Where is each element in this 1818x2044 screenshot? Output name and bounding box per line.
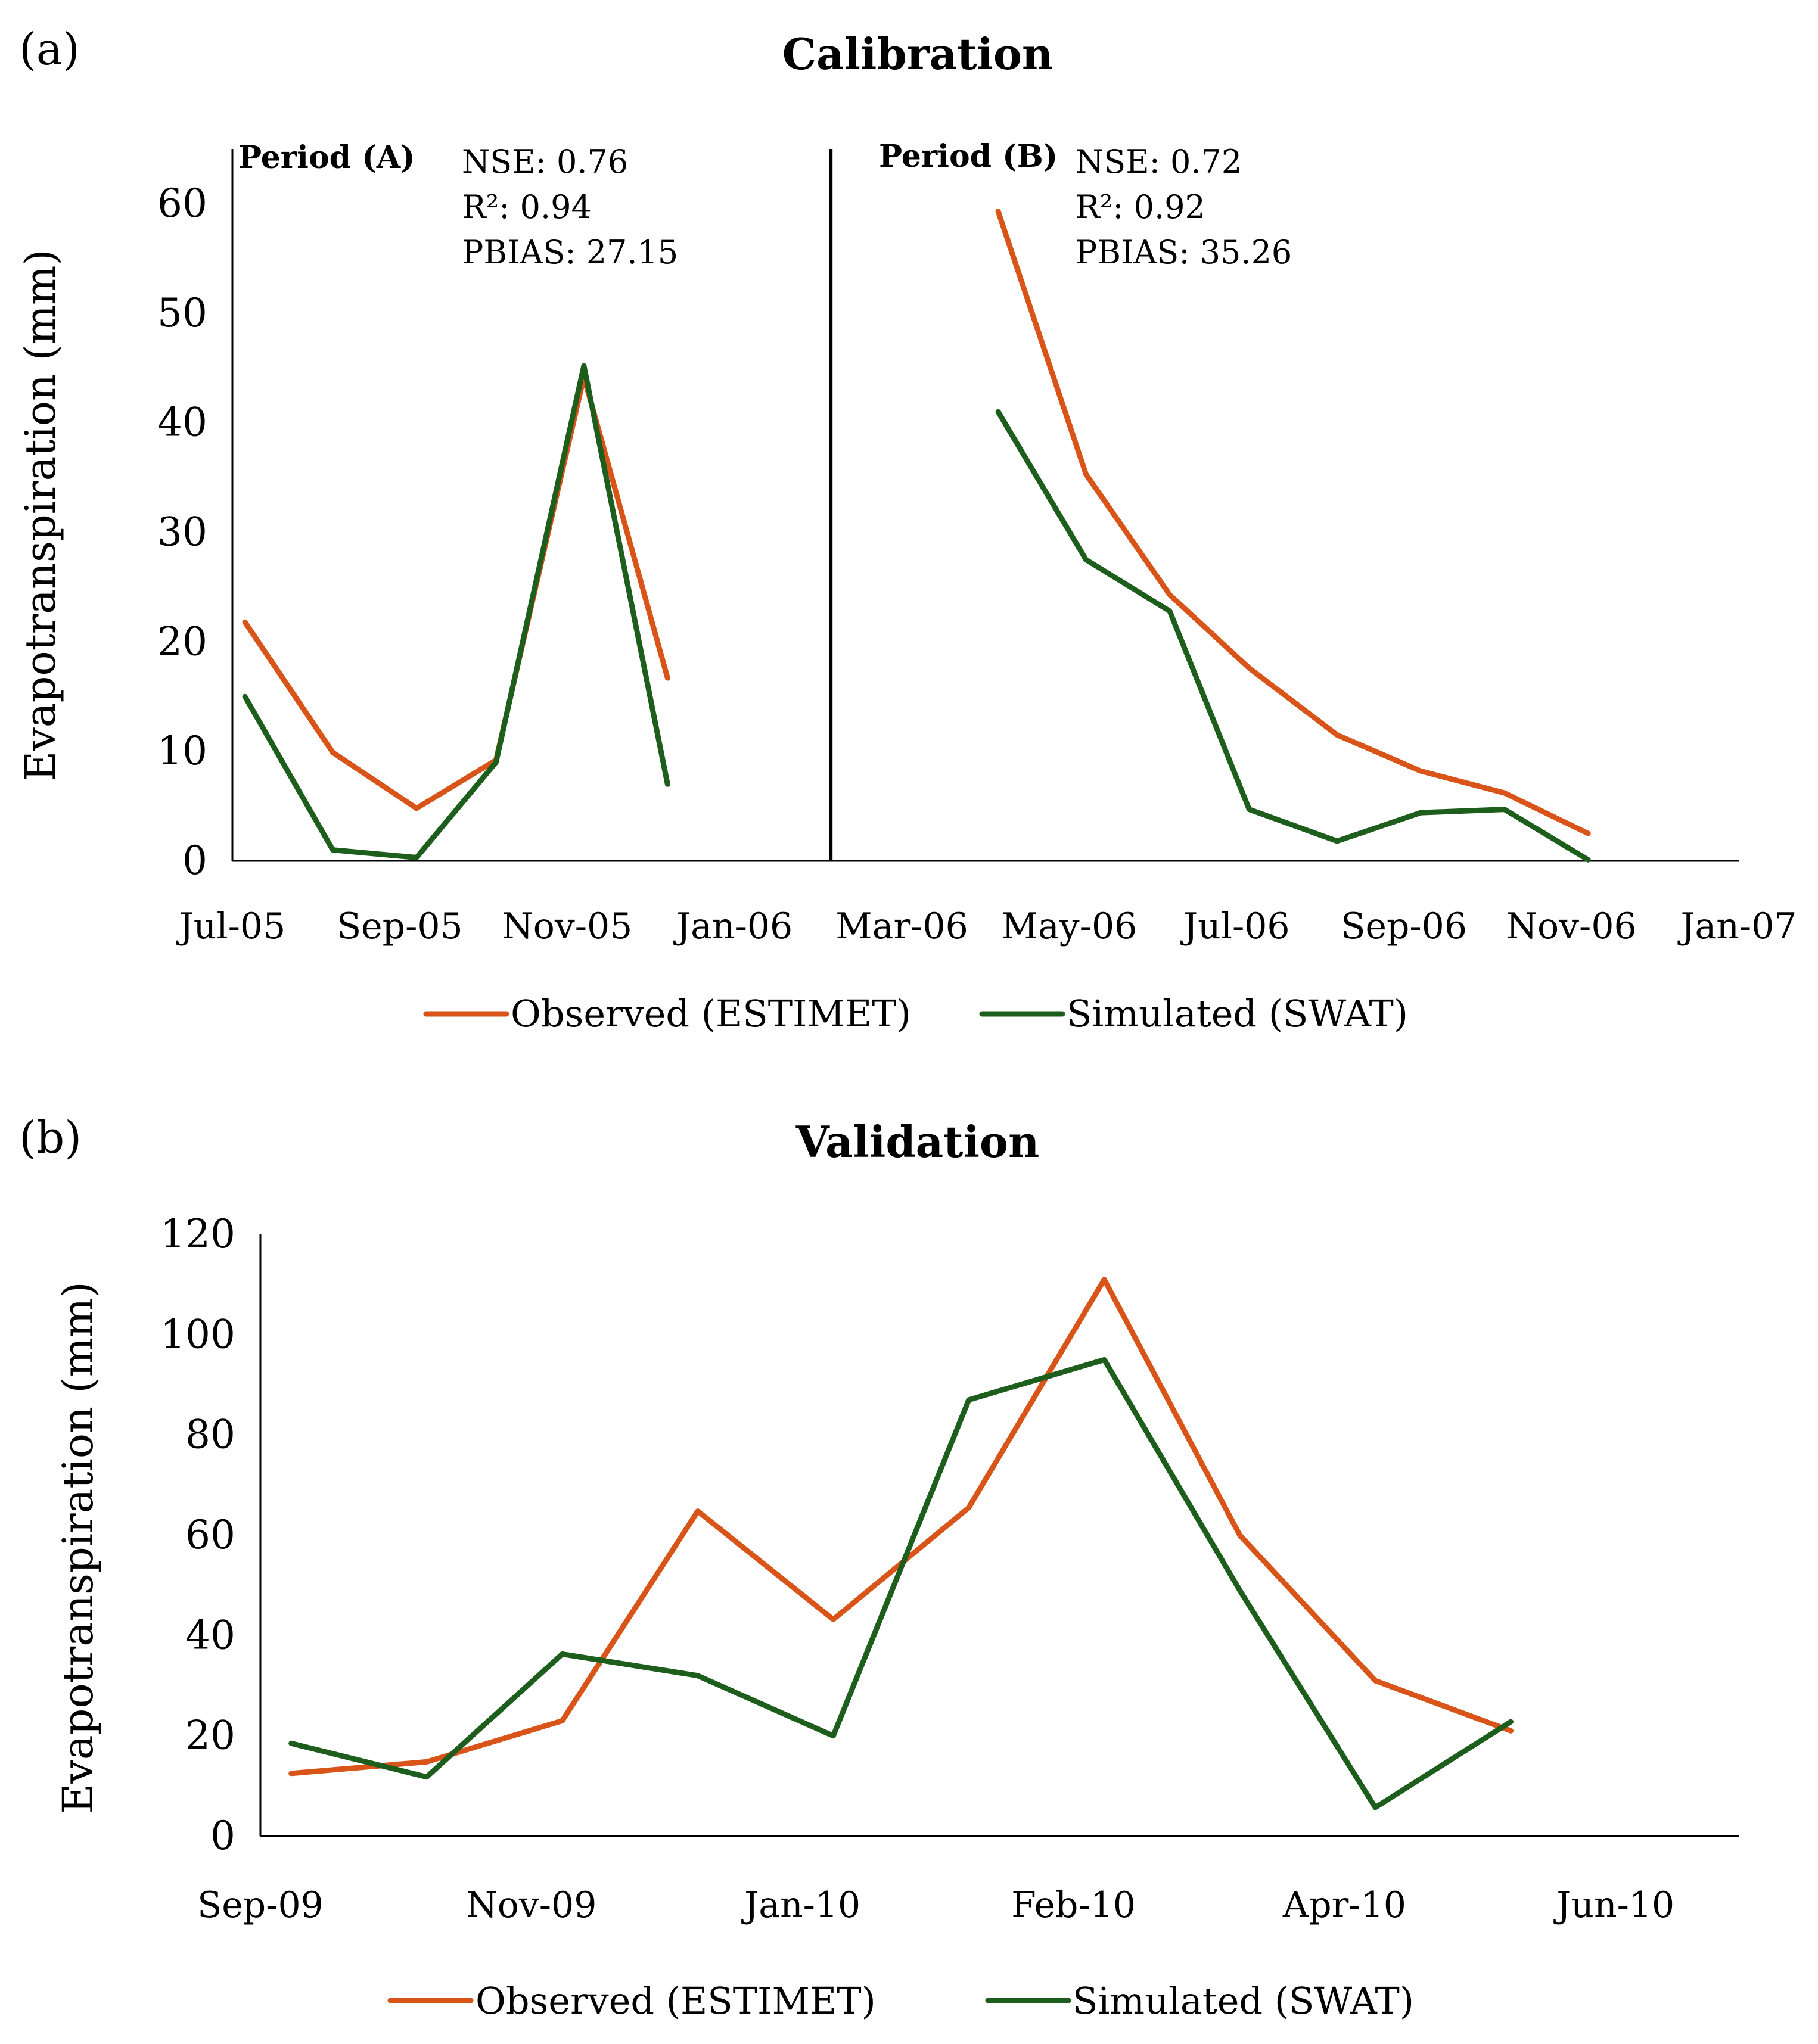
legend-b: Observed (ESTIMET) Simulated (SWAT) <box>387 1979 1414 2023</box>
y-tick-label: 0 <box>182 838 207 883</box>
period-b-nse: NSE: 0.72 <box>1076 143 1242 181</box>
x-tick-label: Feb-10 <box>1011 1884 1136 1926</box>
y-tick-label: 20 <box>185 1713 235 1759</box>
period-b-r2: R²: 0.92 <box>1076 188 1205 226</box>
calibration-chart: (a) Calibration Evapotranspiration (mm) … <box>16 24 1797 1035</box>
x-tick-label: Jan-06 <box>673 906 793 947</box>
legend-a: Observed (ESTIMET) Simulated (SWAT) <box>423 992 1408 1035</box>
x-tick-label: Jul-06 <box>1180 906 1290 947</box>
y-axis-title-b: Evapotranspiration (mm) <box>54 1281 102 1813</box>
x-tick-label: Jun-10 <box>1553 1884 1674 1926</box>
validation-chart: (b) Validation Evapotranspiration (mm) 0… <box>19 1112 1739 2023</box>
series-line-simulated <box>242 363 670 860</box>
x-tick-label: Jan-07 <box>1677 906 1797 947</box>
chart-title-a: Calibration <box>782 29 1053 79</box>
x-tick-label: Sep-05 <box>337 906 463 947</box>
panel-label-a: (a) <box>19 24 80 75</box>
period-b-label: Period (B) <box>879 138 1058 175</box>
x-tick-label: Jan-10 <box>741 1884 860 1926</box>
y-tick-label: 20 <box>157 618 207 664</box>
series-group-b <box>288 1277 1514 1810</box>
chart-title-b: Validation <box>795 1116 1040 1167</box>
y-axis-title-a: Evapotranspiration (mm) <box>16 249 65 781</box>
series-line-observed <box>995 209 1591 836</box>
period-a-r2: R²: 0.94 <box>462 188 592 226</box>
x-tick-label: Sep-09 <box>197 1884 324 1926</box>
x-tick-label: Sep-06 <box>1341 906 1467 947</box>
y-ticks-b: 0 20 40 60 80 100 120 <box>160 1211 235 1859</box>
legend-b-simulated-label: Simulated (SWAT) <box>1073 1979 1414 2023</box>
legend-b-observed-label: Observed (ESTIMET) <box>476 1979 876 2023</box>
series-line-simulated <box>288 1357 1514 1810</box>
series-line-observed <box>242 374 670 811</box>
x-tick-label: May-06 <box>1002 906 1138 947</box>
legend-a-simulated-label: Simulated (SWAT) <box>1067 992 1408 1035</box>
legend-a-observed-label: Observed (ESTIMET) <box>511 992 911 1035</box>
x-tick-label: Nov-06 <box>1506 906 1637 947</box>
y-tick-label: 0 <box>210 1813 235 1859</box>
series-group-a <box>242 209 1591 863</box>
y-tick-label: 60 <box>157 181 207 226</box>
y-tick-label: 120 <box>160 1211 235 1257</box>
y-tick-label: 10 <box>157 728 207 774</box>
y-tick-label: 30 <box>157 509 207 555</box>
x-ticks-a: Jul-05 Sep-05 Nov-05 Jan-06 Mar-06 May-06 Jul-… <box>176 906 1797 947</box>
x-tick-label: Apr-10 <box>1282 1884 1406 1926</box>
y-tick-label: 50 <box>157 290 207 336</box>
y-tick-label: 40 <box>185 1612 235 1658</box>
period-a-label: Period (A) <box>238 139 415 176</box>
x-tick-label: Nov-09 <box>466 1884 596 1926</box>
y-tick-label: 100 <box>160 1311 235 1357</box>
x-ticks-b: Sep-09 Nov-09 Jan-10 Feb-10 Apr-10 Jun-10 <box>197 1884 1674 1926</box>
x-tick-label: Nov-05 <box>502 906 632 947</box>
x-tick-label: Mar-06 <box>835 906 968 947</box>
y-tick-label: 60 <box>185 1512 235 1558</box>
y-tick-label: 80 <box>185 1412 235 1458</box>
x-tick-label: Jul-05 <box>176 906 286 947</box>
y-tick-label: 40 <box>157 400 207 446</box>
period-a-nse: NSE: 0.76 <box>462 143 628 181</box>
y-ticks-a: 0 10 20 30 40 50 60 <box>157 181 207 883</box>
series-line-observed <box>288 1277 1514 1777</box>
panel-label-b: (b) <box>19 1112 82 1163</box>
period-a-pbias: PBIAS: 27.15 <box>462 234 678 271</box>
period-b-pbias: PBIAS: 35.26 <box>1076 234 1292 271</box>
series-line-simulated <box>995 409 1591 863</box>
